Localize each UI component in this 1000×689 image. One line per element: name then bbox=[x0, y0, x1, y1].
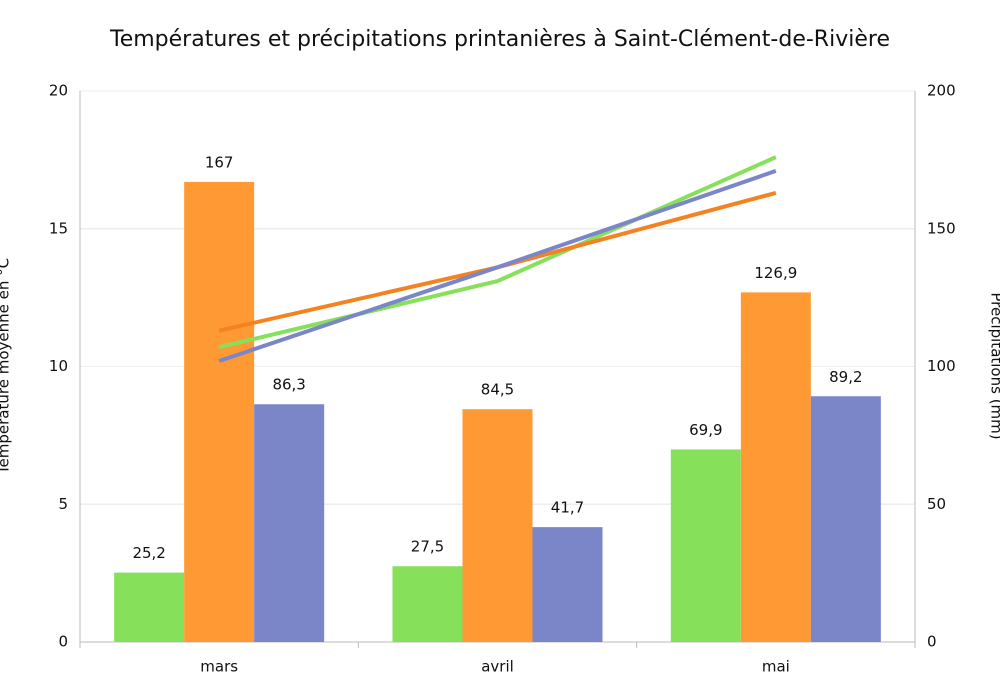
data-label: 126,9 bbox=[754, 264, 797, 282]
bar bbox=[184, 181, 255, 643]
line bbox=[218, 169, 777, 363]
bar bbox=[670, 449, 741, 642]
bar bbox=[740, 292, 811, 642]
y-tick-label: 5 bbox=[58, 495, 68, 513]
y-tick-label: 0 bbox=[58, 633, 68, 651]
bar bbox=[810, 396, 881, 642]
bar bbox=[392, 566, 463, 642]
y2-tick-label: 150 bbox=[927, 219, 956, 237]
y2-tick-label: 200 bbox=[927, 82, 956, 100]
chart-title: Températures et précipitations printaniè… bbox=[109, 27, 890, 52]
y2-tick-label: 50 bbox=[927, 495, 946, 513]
y2-tick-label: 0 bbox=[927, 633, 937, 651]
bar bbox=[254, 404, 325, 642]
bar bbox=[462, 409, 533, 642]
bar bbox=[114, 572, 185, 642]
data-label: 89,2 bbox=[829, 368, 862, 386]
line bbox=[218, 191, 777, 333]
data-label: 69,9 bbox=[689, 421, 722, 439]
data-label: 84,5 bbox=[481, 381, 514, 399]
data-label: 41,7 bbox=[551, 499, 584, 517]
y-tick-label: 10 bbox=[49, 357, 68, 375]
data-label: 86,3 bbox=[272, 376, 305, 394]
x-tick-label: mars bbox=[200, 658, 238, 676]
line bbox=[218, 155, 777, 350]
data-label: 27,5 bbox=[411, 538, 444, 556]
y-axis-label: Température moyenne en °C bbox=[0, 258, 13, 475]
x-tick-label: avril bbox=[481, 658, 514, 676]
y-tick-label: 15 bbox=[49, 219, 68, 237]
data-label: 25,2 bbox=[132, 544, 165, 562]
x-tick-label: mai bbox=[762, 658, 790, 676]
y-tick-label: 20 bbox=[49, 82, 68, 100]
y2-axis-label: Précipitations (mm) bbox=[988, 292, 1000, 439]
data-label: 167 bbox=[205, 153, 234, 171]
y2-tick-label: 100 bbox=[927, 357, 956, 375]
bar bbox=[532, 527, 603, 642]
